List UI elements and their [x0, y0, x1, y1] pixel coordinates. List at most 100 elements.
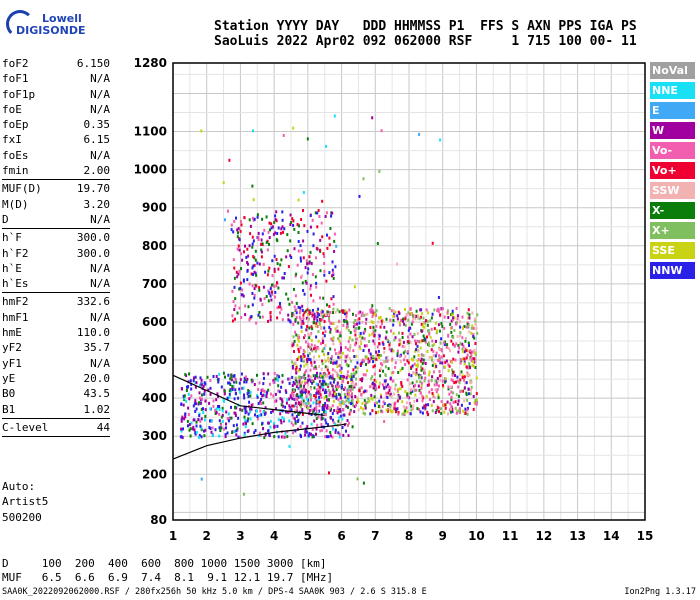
echo-point — [329, 330, 332, 334]
param-separator — [2, 436, 110, 438]
echo-point — [407, 395, 410, 399]
echo-point — [372, 360, 375, 364]
echo-point — [336, 329, 339, 333]
echo-point — [313, 317, 316, 321]
echo-point — [250, 407, 253, 411]
echo-point — [325, 406, 328, 410]
echo-point — [307, 383, 310, 387]
echo-point — [291, 360, 294, 364]
echo-point — [288, 407, 291, 411]
echo-point — [331, 404, 334, 408]
param-label: yF2 — [2, 341, 22, 355]
param-label: foE — [2, 102, 22, 116]
echo-point — [395, 410, 397, 414]
echo-point — [194, 375, 197, 379]
echo-point — [464, 339, 467, 343]
echo-point — [253, 383, 256, 386]
echo-point — [302, 239, 305, 243]
x-tick-label: 12 — [536, 529, 553, 543]
echo-point — [381, 405, 384, 409]
echo-point — [311, 327, 314, 331]
echo-point — [368, 340, 371, 343]
y-tick-label: 700 — [142, 277, 167, 291]
echo-point — [355, 400, 358, 404]
echo-point — [345, 399, 348, 403]
echo-point — [252, 239, 255, 243]
echo-point — [389, 405, 392, 408]
echo-point — [214, 412, 217, 415]
echo-point — [227, 381, 230, 385]
echo-point — [262, 262, 265, 266]
echo-point — [300, 218, 303, 221]
echo-point — [334, 422, 337, 426]
echo-point — [316, 315, 319, 319]
echo-point — [428, 332, 431, 336]
echo-point — [295, 301, 298, 305]
echo-point — [396, 399, 399, 403]
header-line1: Station YYYY DAY DDD HHMMSS P1 FFS S AXN… — [214, 19, 637, 34]
echo-point — [368, 348, 370, 352]
echo-point — [430, 348, 433, 352]
echo-point — [316, 375, 319, 379]
echo-point — [318, 364, 321, 368]
echo-point — [322, 339, 324, 343]
echo-point — [233, 308, 236, 311]
echo-point — [233, 220, 236, 223]
echo-point — [469, 379, 472, 383]
echo-point — [382, 369, 384, 373]
echo-point — [304, 309, 307, 313]
echo-point — [454, 358, 457, 362]
echo-point — [415, 348, 418, 352]
echo-point — [360, 342, 363, 345]
echo-point — [314, 275, 317, 279]
echo-point — [263, 389, 266, 393]
echo-point — [200, 417, 203, 421]
echo-point — [387, 367, 390, 371]
echo-point — [323, 352, 325, 356]
echo-point — [329, 347, 332, 351]
echo-point — [248, 400, 251, 404]
echo-point — [289, 395, 292, 399]
echo-point — [471, 311, 474, 315]
echo-point — [345, 314, 348, 318]
y-tick-label: 800 — [142, 239, 167, 253]
echo-point — [414, 349, 417, 353]
echo-point — [401, 344, 404, 348]
echo-point — [272, 394, 275, 398]
echo-point — [285, 390, 288, 394]
echo-point — [307, 378, 310, 382]
echo-point — [294, 318, 297, 322]
echo-point — [301, 421, 304, 425]
echo-point — [195, 402, 197, 406]
echo-point — [194, 409, 197, 413]
echo-point — [399, 368, 402, 372]
echo-point — [392, 370, 395, 374]
echo-point — [437, 393, 440, 397]
echo-point — [321, 428, 324, 432]
echo-point — [333, 232, 336, 236]
echo-point — [410, 374, 413, 378]
auto-label: Auto: — [2, 480, 36, 493]
echo-point — [308, 378, 311, 382]
echo-point — [363, 344, 366, 348]
y-tick-label: 600 — [142, 315, 167, 329]
echo-point — [297, 339, 300, 343]
echo-point — [285, 292, 288, 296]
echo-point — [334, 310, 337, 314]
echo-point — [374, 311, 377, 315]
echo-point — [394, 383, 397, 387]
echo-point — [297, 395, 300, 399]
echo-point — [377, 405, 380, 408]
echo-point — [302, 388, 305, 392]
echo-point — [439, 378, 442, 382]
echo-point — [439, 307, 442, 311]
param-separator — [2, 228, 110, 230]
echo-point — [203, 418, 206, 422]
echo-point — [412, 316, 415, 320]
echo-point — [276, 378, 279, 382]
x-tick-label: 13 — [569, 529, 586, 543]
echo-point — [214, 428, 217, 432]
echo-point — [273, 220, 276, 224]
echo-point — [290, 256, 293, 259]
echo-point — [448, 349, 451, 353]
